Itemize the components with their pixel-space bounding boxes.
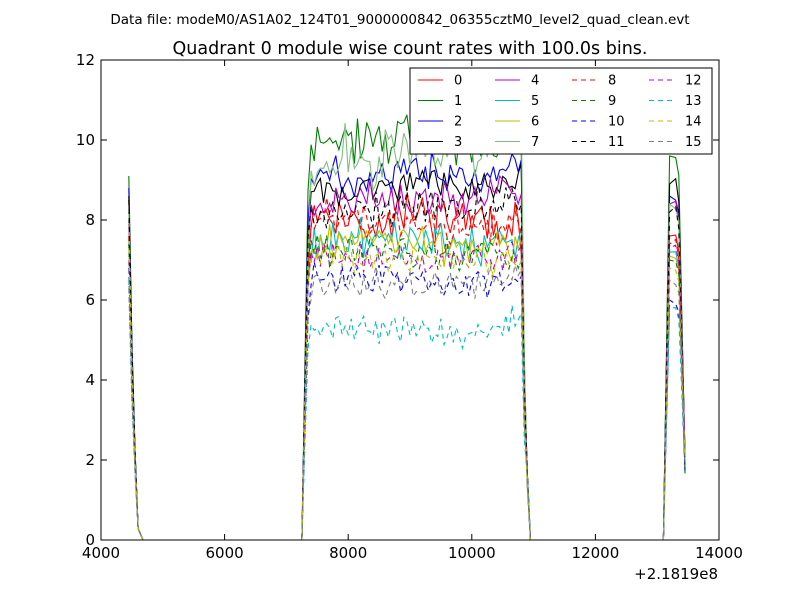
- series-line-3: [128, 163, 686, 540]
- series-line-14: [128, 242, 686, 540]
- chart-title: Quadrant 0 module wise count rates with …: [173, 39, 648, 59]
- legend-label-1: 1: [454, 94, 462, 109]
- figure-suptitle: Data file: modeM0/AS1A02_124T01_90000008…: [110, 12, 689, 28]
- y-tick-label: 12: [76, 51, 95, 69]
- legend-label-11: 11: [608, 135, 625, 150]
- y-tick-label: 8: [85, 211, 95, 229]
- legend-label-9: 9: [608, 94, 616, 109]
- x-tick-label: 8000: [329, 544, 367, 562]
- legend-label-14: 14: [685, 115, 702, 130]
- legend-label-7: 7: [531, 135, 539, 150]
- legend-label-12: 12: [685, 74, 702, 89]
- series-line-1: [128, 114, 686, 540]
- series-line-2: [128, 152, 686, 540]
- plot-area: [128, 108, 686, 541]
- x-tick-label: 6000: [206, 544, 244, 562]
- legend-box: [409, 67, 713, 155]
- legend-label-5: 5: [531, 94, 539, 109]
- legend-label-2: 2: [454, 115, 462, 130]
- legend-label-15: 15: [685, 135, 702, 150]
- series-line-10: [128, 261, 686, 540]
- series-line-5: [128, 217, 686, 540]
- series-line-13: [128, 279, 686, 540]
- legend-label-0: 0: [454, 74, 462, 89]
- y-tick-label: 4: [85, 371, 95, 389]
- legend-label-3: 3: [454, 135, 462, 150]
- y-tick-label: 0: [85, 531, 95, 549]
- legend-label-8: 8: [608, 74, 616, 89]
- series-line-6: [128, 224, 686, 540]
- x-tick-label: 14000: [695, 544, 743, 562]
- x-tick-label: 12000: [572, 544, 620, 562]
- series-line-0: [128, 193, 686, 540]
- legend-label-10: 10: [608, 115, 625, 130]
- legend-label-13: 13: [685, 94, 702, 109]
- legend-label-6: 6: [531, 115, 539, 130]
- x-offset-label: +2.1819e8: [634, 565, 718, 583]
- y-tick-label: 6: [85, 291, 95, 309]
- legend-label-4: 4: [531, 74, 539, 89]
- y-tick-label: 2: [85, 451, 95, 469]
- series-line-9: [128, 234, 686, 540]
- series-line-8: [128, 197, 686, 540]
- x-tick-label: 10000: [448, 544, 496, 562]
- series-line-15: [128, 264, 686, 540]
- x-tick-label: 4000: [82, 544, 120, 562]
- series-line-12: [128, 240, 686, 540]
- series-line-11: [128, 183, 686, 540]
- series-line-4: [128, 174, 686, 540]
- y-tick-label: 10: [76, 131, 95, 149]
